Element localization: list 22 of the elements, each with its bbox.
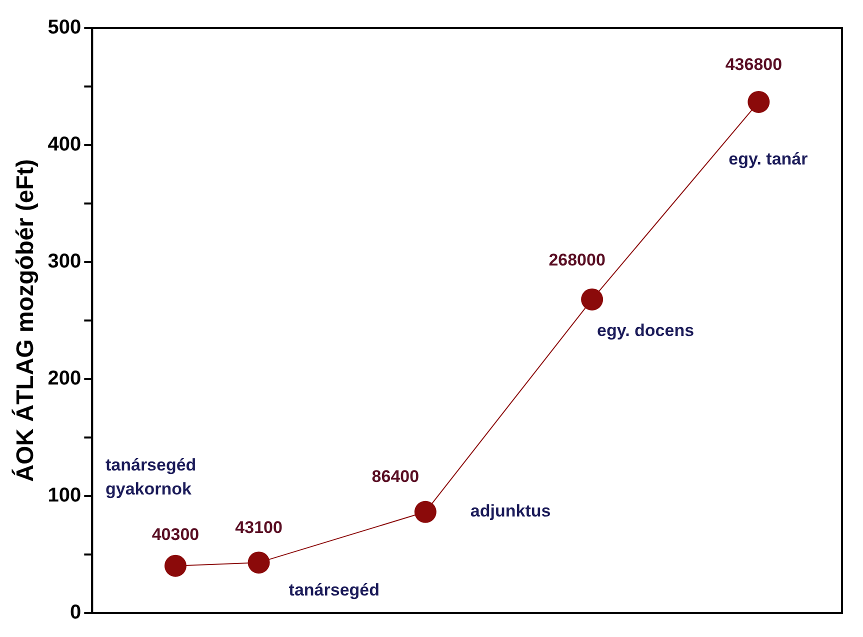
point (581, 288, 604, 310)
y-tick-label: 0 (70, 602, 82, 624)
point (164, 554, 186, 577)
y-axis-title: ÁOK ÁTLAG mozgóbér (eFt) (11, 159, 40, 482)
annotation: egy. tanár (728, 150, 808, 169)
annotation: 86400 (372, 467, 420, 486)
y-tick-label: 400 (48, 134, 82, 156)
annotation: tanársegéd (288, 580, 380, 600)
point (748, 90, 770, 113)
y-tick-label: 500 (48, 16, 82, 39)
y-tick-label: 100 (48, 484, 82, 507)
y-tick-label: 200 (48, 368, 82, 390)
annotation: 436800 (725, 55, 782, 74)
annotation: egy. docens (597, 321, 694, 340)
annotation: tanársegéd gyakornok (105, 456, 196, 499)
point (248, 552, 270, 574)
annotation: adjunktus (470, 502, 551, 521)
y-tick-label: 300 (48, 250, 82, 273)
annotation: 40300 (152, 525, 200, 544)
point (414, 500, 436, 523)
annotation: 268000 (548, 250, 606, 270)
annotation: 43100 (235, 518, 282, 537)
